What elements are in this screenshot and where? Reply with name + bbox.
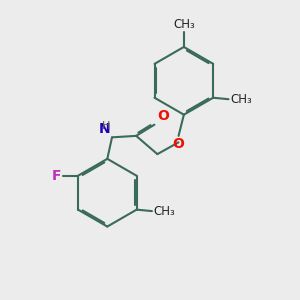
Text: F: F <box>51 169 61 183</box>
Text: H: H <box>102 121 110 131</box>
Text: O: O <box>157 109 169 123</box>
Text: CH₃: CH₃ <box>173 18 195 31</box>
Text: CH₃: CH₃ <box>230 93 252 106</box>
Text: N: N <box>99 122 110 136</box>
Text: O: O <box>172 137 184 151</box>
Text: CH₃: CH₃ <box>153 205 175 218</box>
